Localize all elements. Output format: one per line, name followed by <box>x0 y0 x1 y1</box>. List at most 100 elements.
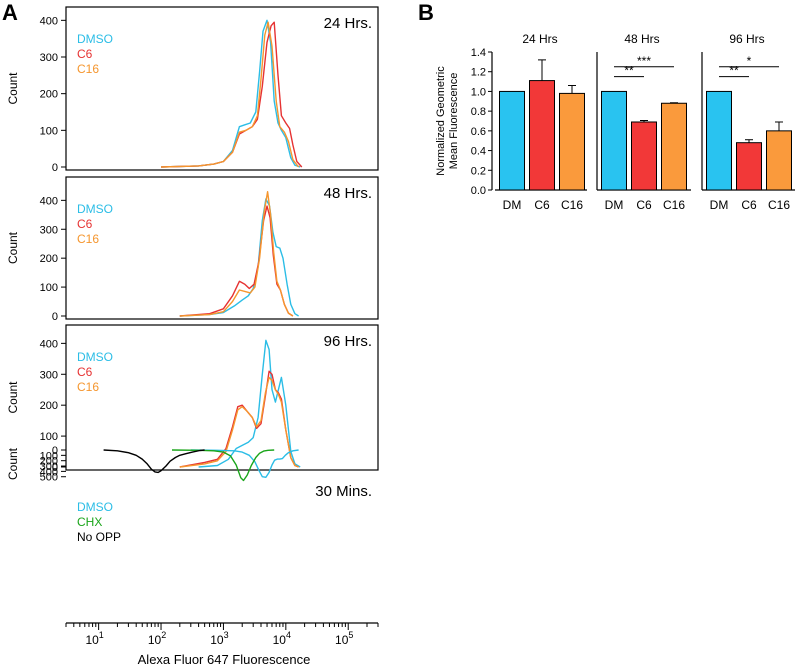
y-tick-label: 500 <box>40 472 58 484</box>
series-line-c16 <box>160 21 300 168</box>
bar-category-label: C16 <box>561 198 583 212</box>
bar-y-tick-label: 1.2 <box>471 67 486 79</box>
bar-chart-title: 48 Hrs <box>624 32 659 46</box>
panel-b-letter: B <box>418 0 434 25</box>
x-tick-label: 104 <box>273 630 291 647</box>
legend-item: C6 <box>77 217 93 231</box>
x-tick-label: 101 <box>85 630 103 647</box>
histogram-x-axis-label: Alexa Fluor 647 Fluorescence <box>138 652 311 667</box>
series-line-dmso <box>190 449 299 478</box>
bar-y-tick-label: 1.4 <box>471 47 486 59</box>
y-tick-label: 400 <box>40 195 58 207</box>
y-axis-label: Count <box>6 231 20 264</box>
series-line-c16 <box>179 376 299 468</box>
histogram-frame <box>65 176 379 320</box>
y-axis-label: Count <box>6 381 20 414</box>
bar-y-tick-label: 0.4 <box>471 146 486 158</box>
x-tick-label: 105 <box>335 630 353 647</box>
histogram-title: 24 Hrs. <box>324 15 372 32</box>
bar-chart-title: 96 Hrs <box>729 32 764 46</box>
series-line-no-opp <box>103 449 205 474</box>
significance-label: ** <box>624 64 634 78</box>
legend-item: DMSO <box>77 202 113 216</box>
legend-item: DMSO <box>77 350 113 364</box>
series-line-c16 <box>179 191 294 317</box>
y-tick-label: 300 <box>40 461 58 473</box>
y-tick-label: 200 <box>40 400 58 412</box>
series-line-c6 <box>179 370 299 468</box>
histogram-x-axis: 101 102 103 104 105 <box>65 622 379 647</box>
bar-y-axis-label-line1: Normalized Geometric <box>435 66 447 176</box>
bar-c6 <box>529 80 555 191</box>
histogram-title: 30 Mins. <box>315 483 372 500</box>
y-tick-label: 0 <box>52 445 58 457</box>
bar-y-tick-label: 0.0 <box>471 185 486 197</box>
y-tick-label: 300 <box>40 52 58 64</box>
bar-dm <box>499 90 525 191</box>
bar-category-label: C6 <box>636 198 652 212</box>
panel-a-letter: A <box>2 0 18 25</box>
bar-chart-title: 24 Hrs <box>522 32 557 46</box>
bar-dm <box>706 90 732 191</box>
significance-label: ** <box>729 64 739 78</box>
legend-item: C16 <box>77 62 99 76</box>
y-tick-label: 0 <box>52 311 58 323</box>
bar-category-label: C16 <box>663 198 685 212</box>
x-tick-label: 103 <box>210 630 228 647</box>
y-tick-label: 100 <box>40 282 58 294</box>
y-tick-label: 200 <box>40 456 58 468</box>
bar-chart-48h: 48 Hrs DM C6 C16 ***** <box>596 32 691 212</box>
legend-item: No OPP <box>77 530 121 544</box>
series-line-c6 <box>179 205 294 317</box>
bar-y-axis-label-line2: Mean Fluorescence <box>448 73 460 170</box>
significance-label: * <box>747 54 752 68</box>
y-tick-label: 400 <box>40 466 58 478</box>
bar-category-label: DM <box>503 198 522 212</box>
y-tick-label: 100 <box>40 450 58 462</box>
legend-item: DMSO <box>77 500 113 514</box>
series-line-c6 <box>160 21 303 168</box>
bar-c16 <box>661 102 687 191</box>
legend-item: CHX <box>77 515 102 529</box>
y-tick-label: 100 <box>40 125 58 137</box>
y-tick-label: 0 <box>52 462 58 474</box>
significance-label: *** <box>637 54 651 68</box>
series-line-dmso <box>198 339 301 468</box>
bar-chart-24h: 24 Hrs DM C6 C16 <box>495 32 587 212</box>
histogram-frame <box>65 324 379 471</box>
bar-category-label: C6 <box>741 198 757 212</box>
series-line-chx <box>171 449 275 482</box>
bar-dm <box>601 90 627 191</box>
y-tick-label: 0 <box>52 162 58 174</box>
bar-category-label: C6 <box>534 198 550 212</box>
bar-y-tick-label: 1.0 <box>471 86 486 98</box>
bar-c6 <box>736 142 762 191</box>
legend-item: C6 <box>77 365 93 379</box>
bar-y-tick-label: 0.8 <box>471 106 486 118</box>
histogram-title: 96 Hrs. <box>324 333 372 350</box>
y-tick-label: 400 <box>40 15 58 27</box>
legend-item: C6 <box>77 47 93 61</box>
y-tick-label: 200 <box>40 253 58 265</box>
y-tick-label: 200 <box>40 89 58 101</box>
histogram-frame <box>65 6 379 171</box>
bar-category-label: DM <box>710 198 729 212</box>
y-tick-label: 300 <box>40 369 58 381</box>
legend-item: DMSO <box>77 32 113 46</box>
y-axis-label: Count <box>6 72 20 105</box>
x-tick-label: 102 <box>148 630 166 647</box>
histogram-title: 48 Hrs. <box>324 185 372 202</box>
bar-y-axis: 0.0 0.2 0.4 0.6 0.8 1.0 1.2 1.4 <box>471 47 493 197</box>
bar-c16 <box>766 130 792 191</box>
y-tick-label: 100 <box>40 431 58 443</box>
bar-c6 <box>631 121 657 191</box>
bar-category-label: DM <box>605 198 624 212</box>
legend-item: C16 <box>77 232 99 246</box>
series-line-dmso <box>179 198 299 317</box>
